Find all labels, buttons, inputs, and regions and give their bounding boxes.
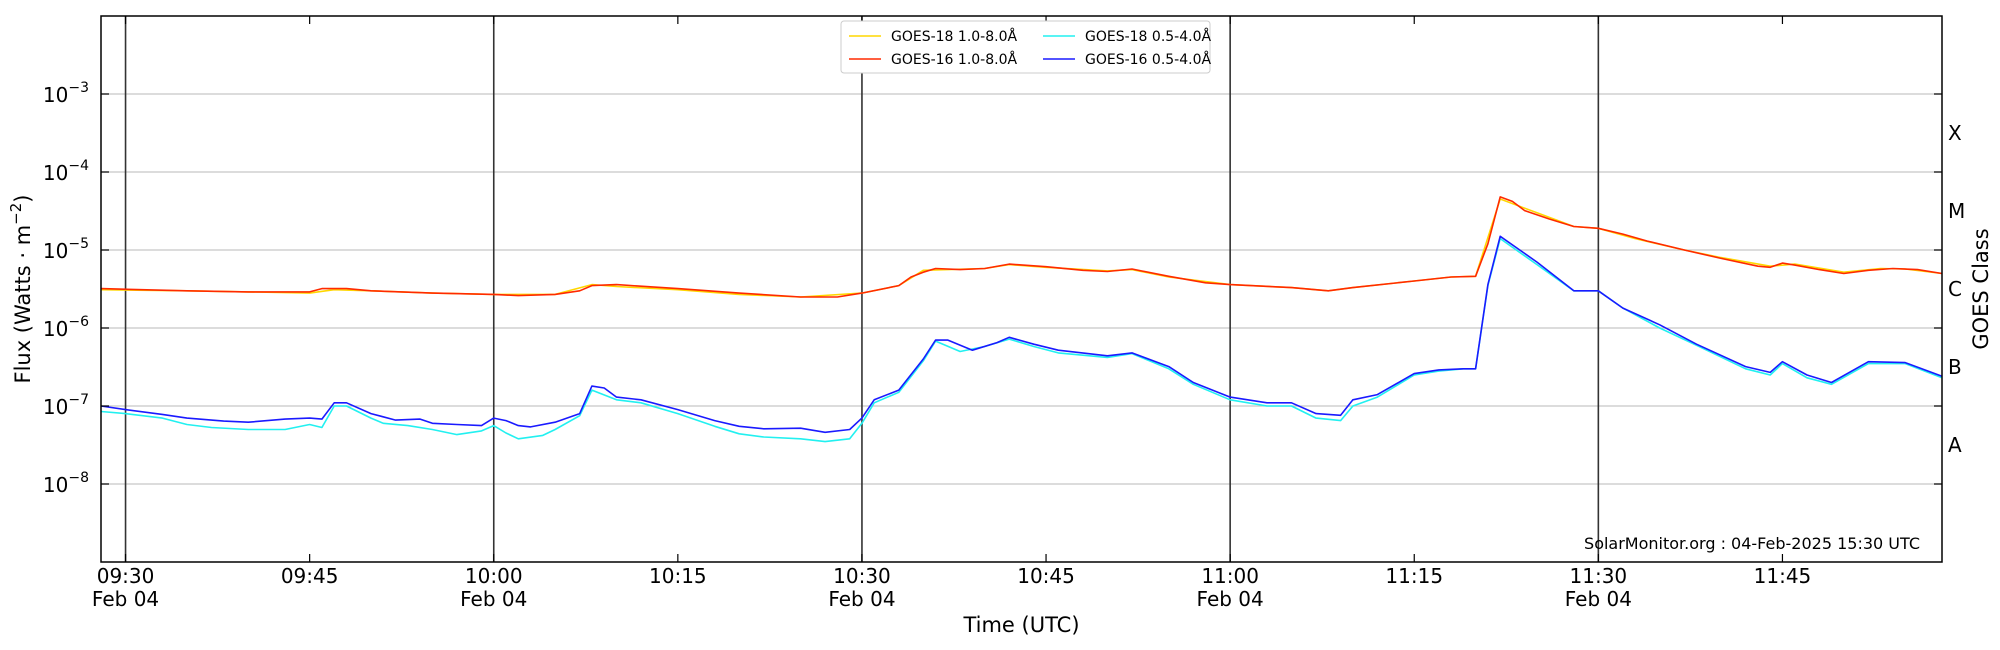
- series-line: [100, 235, 1943, 434]
- series-line: [100, 198, 1943, 298]
- y-tick-base: 10: [43, 395, 68, 419]
- y-tick-exponent: −4: [68, 158, 89, 174]
- series-line: [100, 196, 1943, 298]
- x-tick-label: 11:45: [1754, 564, 1812, 588]
- plot-frame: [100, 15, 1943, 563]
- y-tick-exponent: −7: [68, 392, 89, 408]
- y-tick-label: 10−8: [43, 470, 89, 497]
- y-tick-base: 10: [43, 161, 68, 185]
- legend-label: GOES-16 1.0-8.0Å: [891, 51, 1017, 68]
- x-tick-label: 09:45: [281, 564, 339, 588]
- data-series: [100, 196, 1943, 443]
- credit-text: SolarMonitor.org : 04-Feb-2025 15:30 UTC: [1584, 534, 1920, 553]
- x-axis-title: Time (UTC): [962, 613, 1079, 637]
- y-tick-label: 10−4: [43, 158, 89, 185]
- y-tick-label: 10−5: [43, 236, 89, 263]
- x-tick-date-label: Feb 04: [92, 587, 159, 611]
- y-tick-base: 10: [43, 317, 68, 341]
- x-tick-label: 10:15: [649, 564, 707, 588]
- x-tick-label: 10:30: [833, 564, 891, 588]
- goes-class-label: A: [1948, 433, 1962, 457]
- y-tick-exponent: −5: [68, 236, 89, 252]
- goes-class-labels: X M C B A: [1948, 121, 1965, 457]
- y-tick-base: 10: [43, 473, 68, 497]
- y-tick-exponent: −3: [68, 80, 89, 96]
- grid-lines: [101, 93, 1942, 485]
- legend-label: GOES-16 0.5-4.0Å: [1085, 51, 1211, 68]
- y-axis-ticks: 10−310−410−510−610−710−8: [43, 80, 1942, 497]
- goes-class-label: X: [1948, 121, 1962, 145]
- legend-label: GOES-18 0.5-4.0Å: [1085, 28, 1211, 45]
- x-tick-label: 11:00: [1201, 564, 1259, 588]
- x-tick-label: 10:45: [1017, 564, 1075, 588]
- y-tick-label: 10−3: [43, 80, 89, 107]
- legend-box: [840, 20, 1211, 74]
- right-axis-title: GOES Class: [1969, 228, 1993, 349]
- legend-label: GOES-18 1.0-8.0Å: [891, 28, 1017, 45]
- y-tick-base: 10: [43, 83, 68, 107]
- goes-class-label: M: [1948, 199, 1965, 223]
- y-tick-label: 10−7: [43, 392, 89, 419]
- y-tick-base: 10: [43, 239, 68, 263]
- goes-class-label: B: [1948, 355, 1962, 379]
- x-tick-label: 10:00: [465, 564, 523, 588]
- x-tick-date-label: Feb 04: [828, 587, 895, 611]
- legend-items: GOES-18 1.0-8.0Å GOES-16 1.0-8.0Å GOES-18 …: [849, 28, 1211, 68]
- goes-class-label: C: [1948, 277, 1962, 301]
- x-tick-date-label: Feb 04: [460, 587, 527, 611]
- legend: GOES-18 1.0-8.0Å GOES-16 1.0-8.0Å GOES-18 …: [840, 20, 1211, 74]
- y-tick-label: 10−6: [43, 314, 89, 341]
- x-tick-date-label: Feb 04: [1197, 587, 1264, 611]
- y-axis-title: Flux (Watts · m−2): [7, 194, 35, 383]
- x-tick-label: 09:30: [97, 564, 155, 588]
- x-tick-label: 11:30: [1570, 564, 1628, 588]
- x-tick-date-label: Feb 04: [1565, 587, 1632, 611]
- x-tick-label: 11:15: [1385, 564, 1443, 588]
- y-tick-exponent: −6: [68, 314, 89, 330]
- y-tick-exponent: −8: [68, 470, 89, 486]
